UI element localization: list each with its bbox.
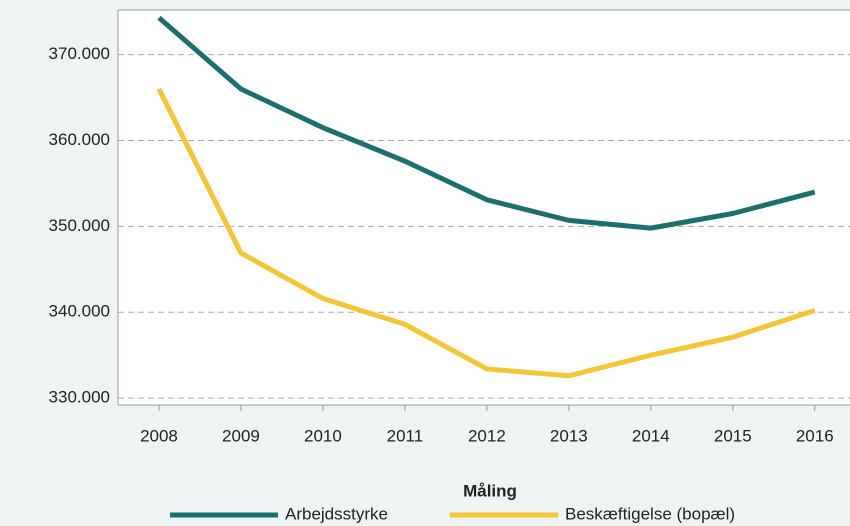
legend-title: Måling: [463, 481, 517, 500]
x-tick-label: 2011: [387, 426, 424, 445]
x-tick-label: 2013: [550, 426, 588, 445]
legend-label: Arbejdsstyrke: [285, 504, 388, 523]
x-tick-label: 2008: [140, 426, 178, 445]
y-tick-label: 330.000: [49, 388, 110, 407]
x-tick-label: 2010: [304, 426, 342, 445]
legend-label: Beskæftigelse (bopæl): [565, 504, 735, 523]
x-tick-label: 2015: [714, 426, 752, 445]
series-line: [157, 15, 816, 231]
y-tick-label: 350.000: [49, 216, 110, 235]
y-tick-label: 370.000: [49, 44, 110, 63]
y-tick-label: 360.000: [49, 130, 110, 149]
y-tick-label: 340.000: [49, 302, 110, 321]
x-tick-label: 2009: [222, 426, 260, 445]
series-line: [156, 87, 816, 379]
x-tick-label: 2012: [468, 426, 506, 445]
x-tick-label: 2016: [796, 426, 834, 445]
plot-area: [118, 10, 850, 405]
x-tick-label: 2014: [632, 426, 670, 445]
